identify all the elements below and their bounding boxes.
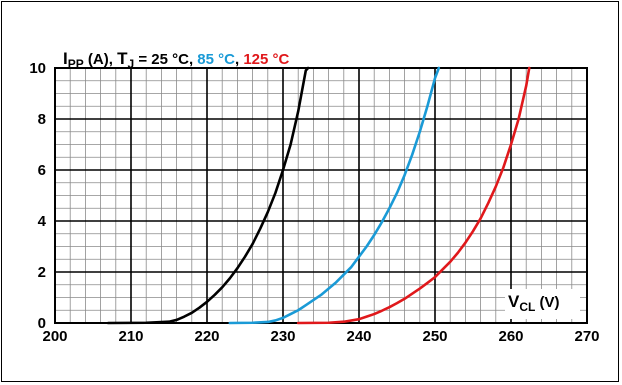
- x-tick-label: 200: [42, 328, 67, 345]
- y-tick-label: 2: [38, 264, 46, 281]
- y-tick-label: 10: [29, 60, 46, 77]
- x-tick-label: 250: [422, 328, 447, 345]
- x-axis-title-background: [505, 289, 580, 319]
- legend-25c: 25 °C: [151, 51, 189, 68]
- x-tick-label: 260: [498, 328, 523, 345]
- x-tick-label: 240: [346, 328, 371, 345]
- series-group: [106, 66, 531, 325]
- y-tick-label: 0: [38, 315, 46, 332]
- tick-labels: 200 210 220 230 240 250 260 270 0 2 4 6 8 10: [29, 60, 599, 345]
- series-line-2: [296, 66, 531, 325]
- grid: [54, 67, 588, 324]
- y-axis-title: IPP (A), TJ = 25 °C, 85 °C, 125 °C: [63, 49, 290, 71]
- x-tick-label: 220: [194, 328, 219, 345]
- legend-85c: 85 °C: [197, 51, 235, 68]
- y-tick-label: 6: [38, 162, 46, 179]
- legend-125c: 125 °C: [243, 51, 289, 68]
- x-axis-title: VCL (V): [508, 292, 560, 314]
- y-tick-label: 8: [38, 111, 46, 128]
- x-tick-label: 210: [118, 328, 143, 345]
- y-tick-label: 4: [38, 213, 47, 230]
- series-line-1: [228, 66, 441, 325]
- x-tick-label: 230: [270, 328, 295, 345]
- series-line-0: [106, 66, 310, 325]
- x-tick-label: 270: [574, 328, 599, 345]
